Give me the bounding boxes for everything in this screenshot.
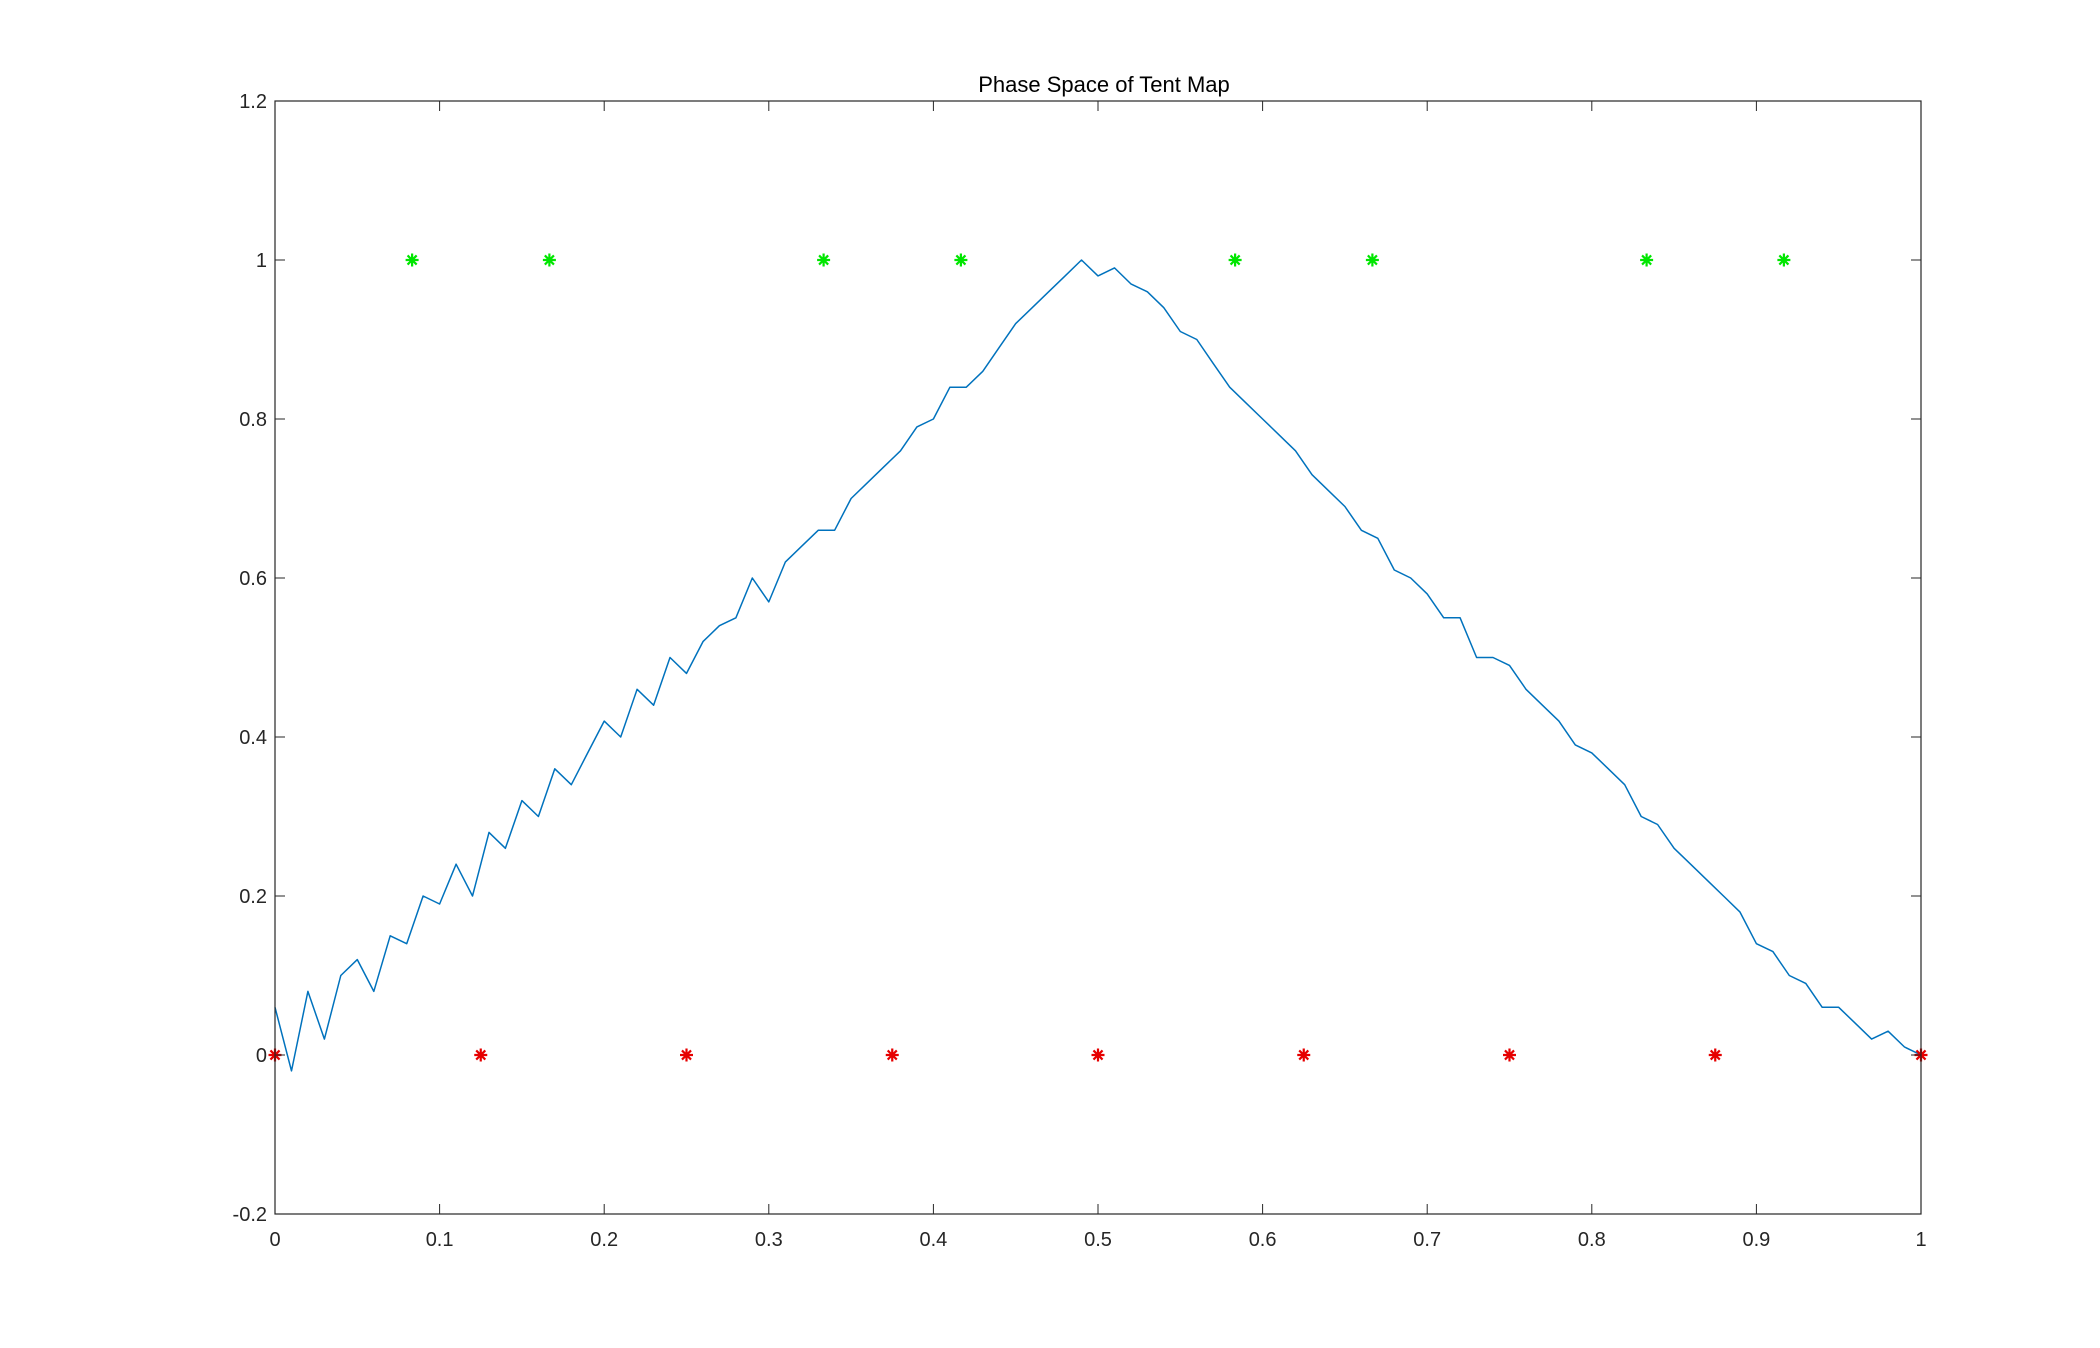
star-marker [1091,1048,1105,1062]
star-marker [405,253,419,267]
plot-area: 0 0.1 0.2 0.3 0.4 0.5 0.6 0.7 0.8 0.9 1 -0.200.20.… [233,91,1928,1251]
star-marker [680,1048,693,1062]
star-marker [1503,1048,1516,1062]
star-marker [1777,253,1791,267]
star-marker [542,253,556,267]
star-marker-shape [1365,253,1379,267]
x-tick-label: 0.5 [1084,1229,1112,1251]
y-axis: -0.2 0 0.2 0.4 0.6 0.8 1 1.2 [233,91,1921,1226]
x-tick-label: 0.8 [1578,1229,1606,1251]
star-marker [474,1048,488,1062]
y-tick-label: 1 [256,250,267,272]
x-tick-label: 0.4 [919,1229,947,1251]
y-tick-label: 0.2 [239,886,267,908]
x-tick-label: 0.2 [590,1229,618,1251]
y-tick-label: 0.4 [239,727,267,749]
star-marker [817,253,831,267]
star-marker-shape [817,253,831,267]
x-tick-label: 0.1 [426,1229,454,1251]
star-marker [1640,253,1654,267]
series-line-0 [274,259,1922,1072]
x-tick-label: 0 [269,1229,280,1251]
star-marker [1297,1048,1311,1062]
star-marker [1365,253,1379,267]
star-marker [1228,253,1242,267]
x-tick-label: 0.9 [1742,1229,1770,1251]
star-marker-shape [885,1048,899,1062]
x-tick-label: 0.7 [1413,1229,1441,1251]
star-marker-shape [1708,1048,1722,1062]
y-tick-label: 0 [256,1045,267,1067]
star-marker-shape [954,253,968,267]
x-axis: 0 0.1 0.2 0.3 0.4 0.5 0.6 0.7 0.8 0.9 1 [269,101,1927,1251]
star-marker-shape [405,253,419,267]
star-marker-shape [1640,253,1654,267]
y-tick-label: 0.8 [239,409,267,431]
star-marker-shape [1503,1048,1516,1062]
y-tick-label: 1.2 [239,91,267,113]
star-marker-shape [1228,253,1242,267]
y-tick-label: -0.2 [233,1204,267,1226]
x-tick-label: 0.6 [1249,1229,1277,1251]
x-tick-label: 1 [1915,1229,1926,1251]
chart-title: Phase Space of Tent Map [978,72,1230,97]
star-marker-shape [1297,1048,1311,1062]
star-marker-shape [1777,253,1791,267]
star-marker-shape [680,1048,693,1062]
star-marker-shape [1091,1048,1105,1062]
x-tick-label: 0.3 [755,1229,783,1251]
star-marker-shape [542,253,556,267]
y-tick-label: 0.6 [239,568,267,590]
star-marker [954,253,968,267]
star-marker [885,1048,899,1062]
star-marker [1708,1048,1722,1062]
star-marker-shape [474,1048,488,1062]
